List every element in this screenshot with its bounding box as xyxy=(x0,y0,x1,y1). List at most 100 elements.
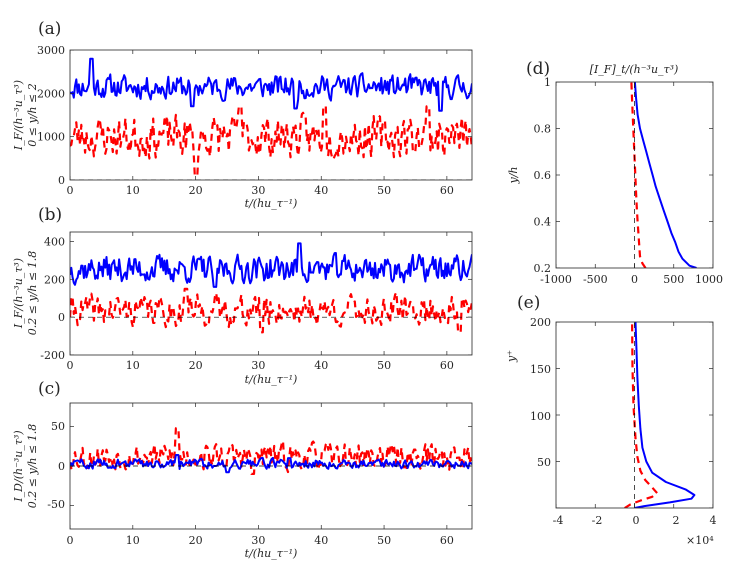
panel-c-series-red-dashed xyxy=(70,427,472,475)
panel-e-xtick: -2 xyxy=(592,514,603,527)
panel-a-series-red-dashed xyxy=(70,105,472,177)
panel-b-xtick: 40 xyxy=(314,359,328,372)
panel-b-xtick: 20 xyxy=(189,359,203,372)
panel-d-xtick: 500 xyxy=(663,273,684,286)
panel-d-frame xyxy=(555,81,714,269)
panel-a-ytick: 0 xyxy=(58,174,65,187)
panel-e-series-red-dashed xyxy=(624,322,659,508)
panel-c-ylabel: I_D/(h⁻³u_τ³) xyxy=(12,430,25,502)
panel-d-ticks: -1000 -500 0 500 1000 0.2 0.4 0.6 0.8 1 xyxy=(534,76,724,286)
panel-b-series-blue-solid xyxy=(70,242,472,288)
panel-a-ytick: 3000 xyxy=(37,44,65,57)
panel-d-plot-area xyxy=(556,82,713,268)
panel-d-xtick: 1000 xyxy=(695,273,723,286)
panel-d-ytick: 1 xyxy=(544,76,551,89)
panel-a-ylabel-range: 0 ≤ y/h ≤ 2 xyxy=(26,83,39,146)
panel-b-series-red-dashed xyxy=(70,287,472,334)
panel-e-ytick: 150 xyxy=(530,363,551,376)
panel-a: (a) 0 10 20 30 40 50 60 0 1000 2000 3000… xyxy=(12,19,473,210)
panel-d-ylabel: y/h xyxy=(507,166,520,184)
panel-c-ytick: 0 xyxy=(58,460,65,473)
panel-e-plot-area xyxy=(556,322,713,508)
panel-e-multiplier: ×10⁴ xyxy=(686,534,714,547)
panel-c-ytick: -50 xyxy=(47,498,65,511)
panel-c-xtick: 50 xyxy=(377,534,391,547)
panel-d-title: [I_F]_t/(h⁻³u_τ³) xyxy=(590,63,679,76)
panel-d-series-red-dashed xyxy=(630,82,647,268)
panel-b-xtick: 10 xyxy=(126,359,140,372)
panel-e-frame xyxy=(555,321,714,509)
panel-e-ytick: 50 xyxy=(537,456,551,469)
panel-c-xtick: 20 xyxy=(189,534,203,547)
panel-c-label: (c) xyxy=(38,379,61,399)
panel-e-series-blue-solid xyxy=(634,322,696,508)
panel-b-label: (b) xyxy=(38,205,62,225)
panel-a-plot-area xyxy=(70,50,472,180)
panel-b: (b) 0 10 20 30 40 50 60 -200 0 200 400 t… xyxy=(12,205,473,386)
panel-b-ticks: 0 10 20 30 40 50 60 -200 0 200 400 xyxy=(40,236,454,373)
panel-d-xtick: -500 xyxy=(583,273,608,286)
panel-e-xtick: 4 xyxy=(710,514,717,527)
panel-a-xtick: 40 xyxy=(314,184,328,197)
panel-e-ylabel: y⁺ xyxy=(505,350,518,363)
panel-c-xtick: 60 xyxy=(440,534,454,547)
panel-a-xlabel: t/(hu_τ⁻¹) xyxy=(245,197,298,210)
panel-c-ticks: 0 10 20 30 40 50 60 -50 0 50 xyxy=(47,420,454,547)
panel-b-ytick: 400 xyxy=(44,236,65,249)
panel-a-ytick: 2000 xyxy=(37,87,65,100)
panel-d-xtick: -1000 xyxy=(540,273,572,286)
panel-d-xtick: 0 xyxy=(631,273,638,286)
panel-c-xlabel: t/(hu_τ⁻¹) xyxy=(245,547,298,560)
panel-c: (c) 0 10 20 30 40 50 60 -50 0 50 t/(hu_τ… xyxy=(12,379,473,560)
panel-a-xtick: 60 xyxy=(440,184,454,197)
panel-d-series-blue-solid xyxy=(633,82,697,268)
panel-a-xtick: 0 xyxy=(67,184,74,197)
panel-c-xtick: 0 xyxy=(67,534,74,547)
panel-a-xtick: 20 xyxy=(189,184,203,197)
panel-a-xtick: 50 xyxy=(377,184,391,197)
panel-c-ytick: 50 xyxy=(51,420,65,433)
panel-b-plot-area xyxy=(70,232,472,355)
panel-e-ytick: 100 xyxy=(530,410,551,423)
panel-d-label: (d) xyxy=(526,59,550,79)
panel-d-ytick: 0.8 xyxy=(534,123,552,136)
panel-e-label: (e) xyxy=(517,293,540,313)
panel-a-xtick: 30 xyxy=(251,184,265,197)
panel-b-xtick: 60 xyxy=(440,359,454,372)
panel-c-plot-area xyxy=(70,403,472,529)
panel-c-series-blue-solid xyxy=(70,454,472,474)
panel-a-ticks: 0 10 20 30 40 50 60 0 1000 2000 3000 xyxy=(37,44,454,197)
panel-e-xtick: -4 xyxy=(553,514,564,527)
panel-b-xtick: 0 xyxy=(67,359,74,372)
panel-b-ytick: 0 xyxy=(58,311,65,324)
panel-c-frame xyxy=(69,402,473,530)
panel-c-xtick: 40 xyxy=(314,534,328,547)
panel-b-ytick: 200 xyxy=(44,273,65,286)
panel-d-ytick: 0.2 xyxy=(534,262,552,275)
panel-a-xtick: 10 xyxy=(126,184,140,197)
panel-b-frame xyxy=(69,231,473,356)
panel-a-ylabel: I_F/(h⁻³u_τ³) xyxy=(12,80,25,151)
panel-a-series-blue-solid xyxy=(70,57,472,112)
panel-a-ytick: 1000 xyxy=(37,131,65,144)
panel-b-xlabel: t/(hu_τ⁻¹) xyxy=(245,373,298,386)
panel-e-ytick: 200 xyxy=(530,316,551,329)
panel-e-ticks: -4 -2 0 2 4 50 100 150 200 xyxy=(530,316,717,527)
panel-c-ylabel-range: 0.2 ≤ y/h ≤ 1.8 xyxy=(26,424,39,508)
panel-b-xtick: 30 xyxy=(251,359,265,372)
panel-e-xtick: 0 xyxy=(633,514,640,527)
panel-e-xtick: 2 xyxy=(673,514,680,527)
panel-a-frame xyxy=(69,49,473,181)
panel-a-label: (a) xyxy=(38,19,61,39)
panel-b-xtick: 50 xyxy=(377,359,391,372)
panel-b-ylabel: I_F/(h⁻³u_τ³) xyxy=(12,258,25,329)
panel-d: (d) [I_F]_t/(h⁻³u_τ³) -1000 -500 0 500 1… xyxy=(507,59,723,286)
panel-c-xtick: 10 xyxy=(126,534,140,547)
panel-b-ylabel-range: 0.2 ≤ y/h ≤ 1.8 xyxy=(26,251,39,335)
panel-d-ytick: 0.6 xyxy=(534,169,552,182)
panel-e: (e) -4 -2 0 2 4 50 100 150 200 ×10⁴ y⁺ xyxy=(505,293,717,547)
panel-b-ytick: -200 xyxy=(40,349,65,362)
panel-d-ytick: 0.4 xyxy=(534,216,552,229)
panel-c-xtick: 30 xyxy=(251,534,265,547)
